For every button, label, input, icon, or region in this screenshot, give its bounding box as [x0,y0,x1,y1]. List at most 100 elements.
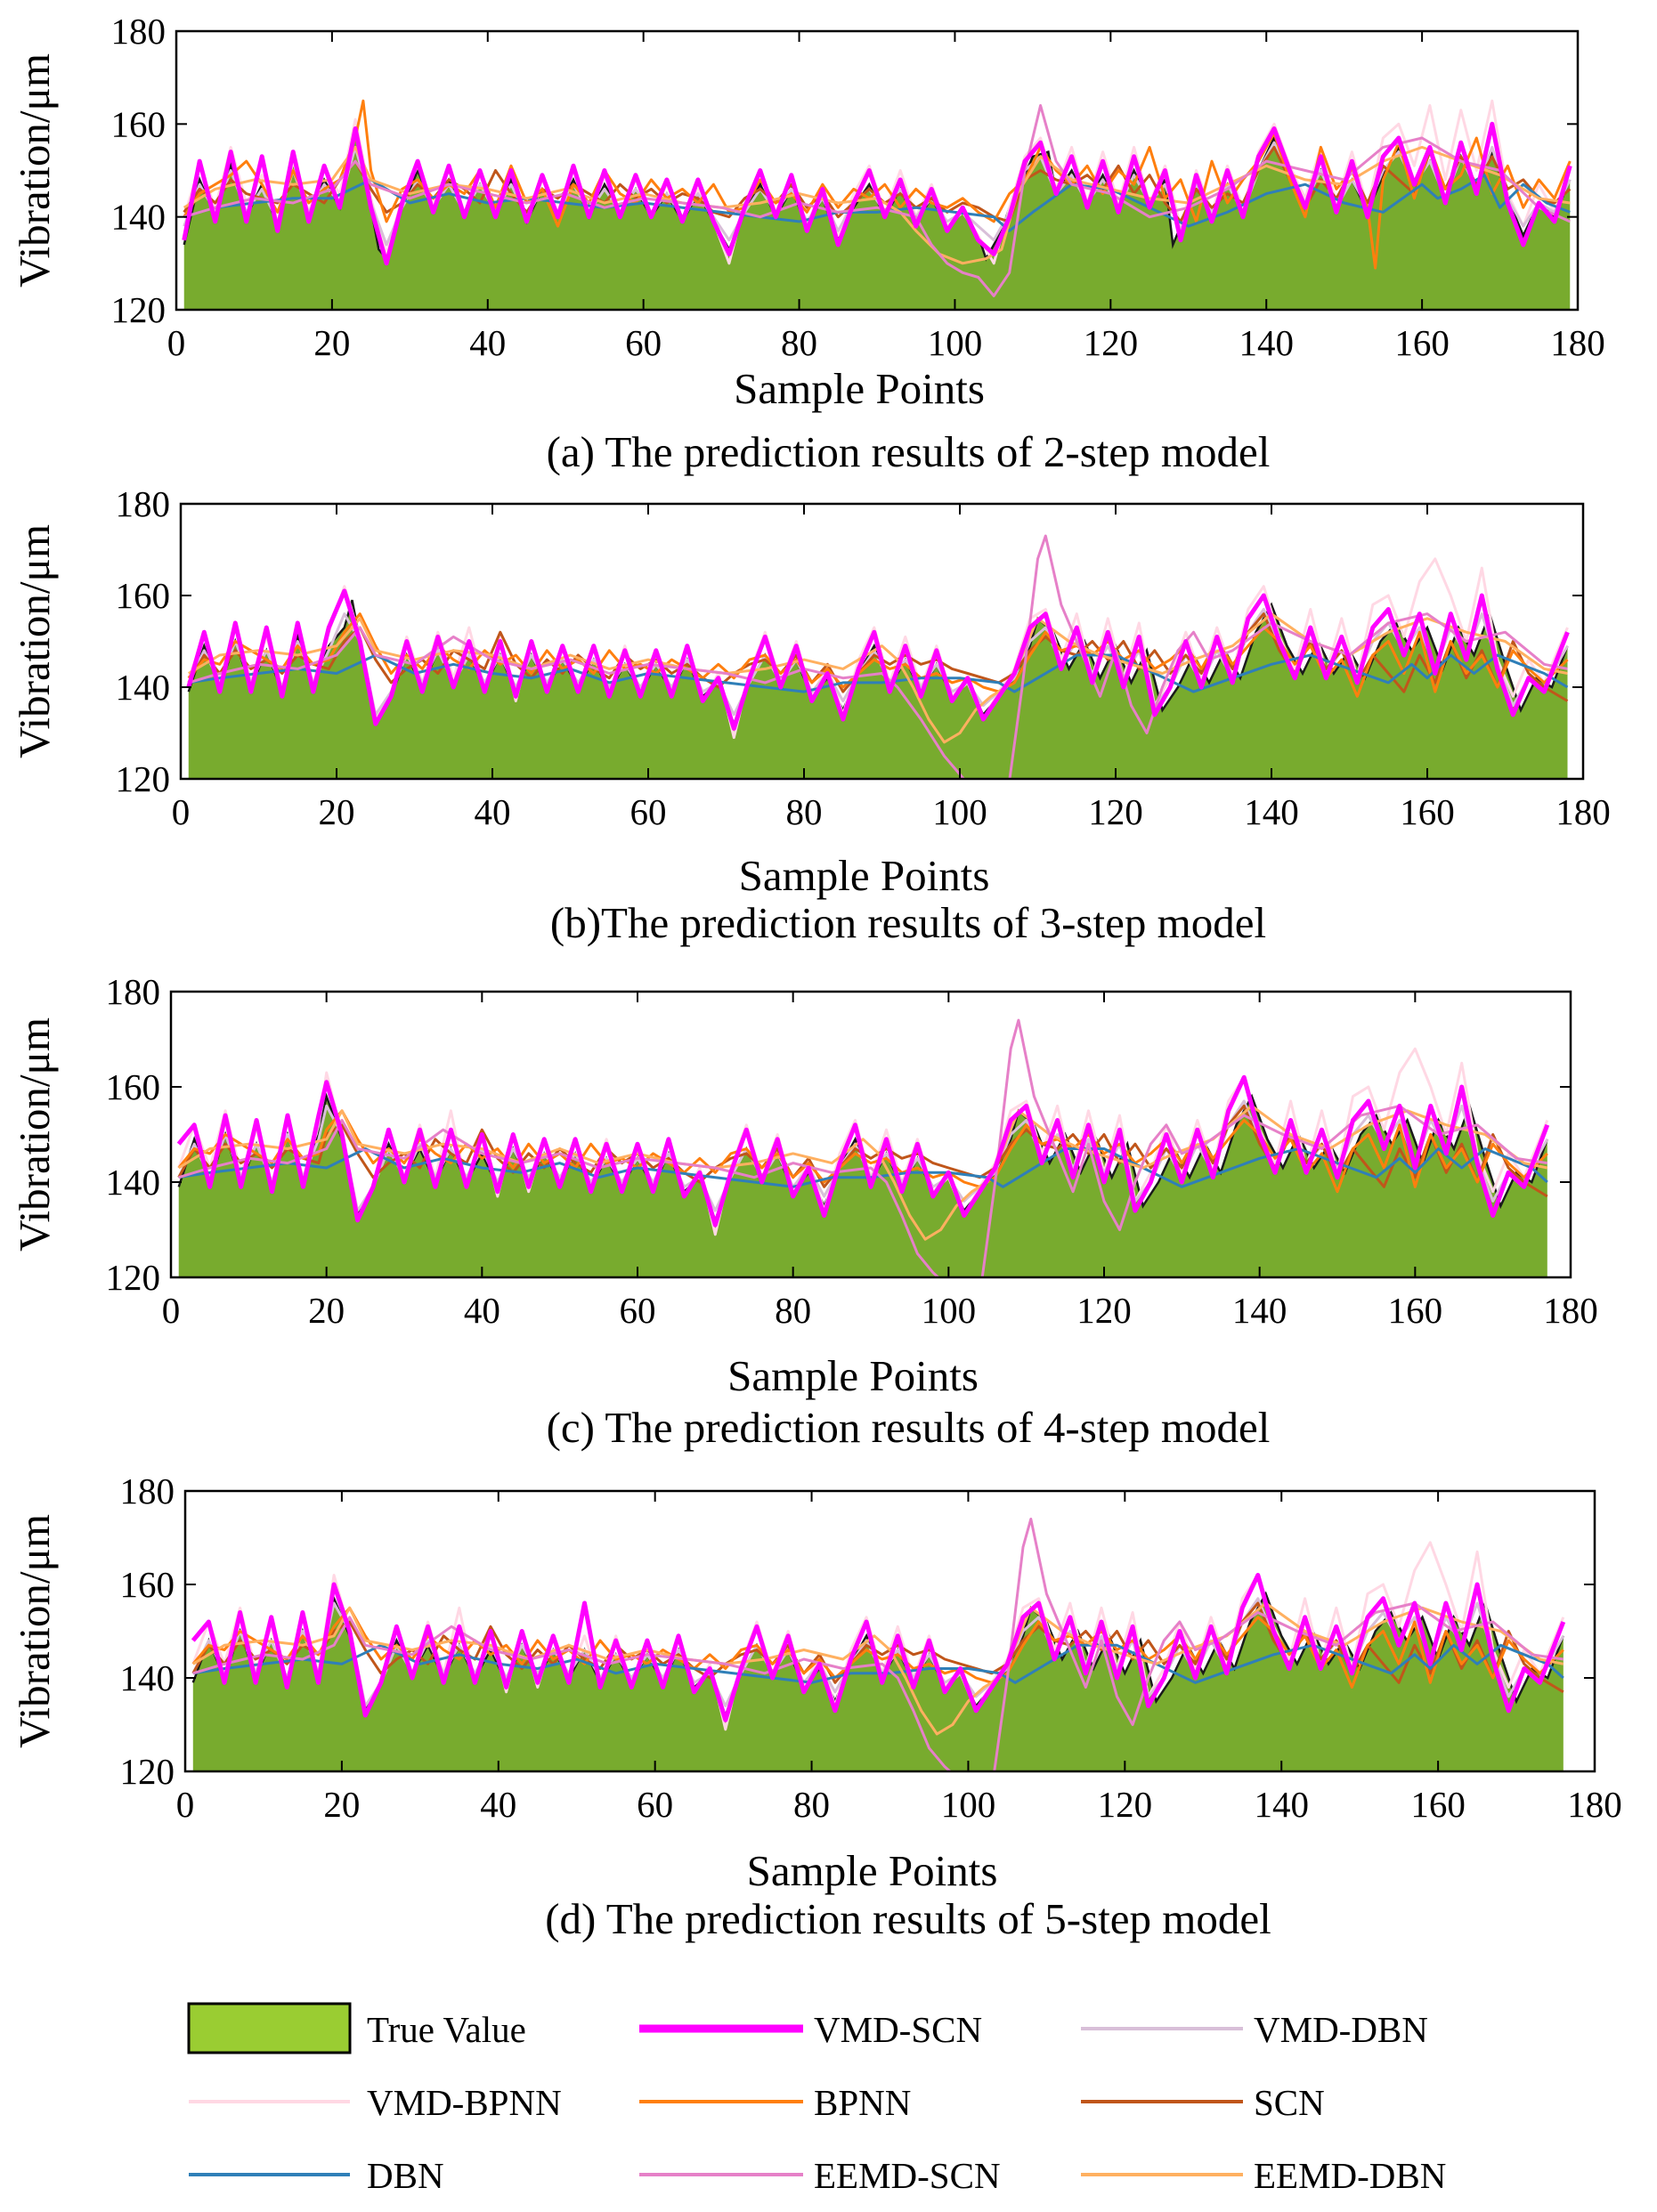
x-tick-label: 20 [308,1290,345,1331]
y-tick-label: 120 [106,1257,161,1298]
axes-frame [169,990,1572,1279]
y-tick-label: 180 [116,483,171,524]
x-tick-label: 0 [176,1784,195,1825]
y-axis-label: Vibration/μm [10,1514,59,1748]
series-vmd-bpnn [187,557,1569,740]
panel-1: 0 20 40 60 80 100 120 140 160 180 120 140 160 180 Samp… [10,483,1611,947]
x-tick-label: 80 [793,1784,830,1825]
panel-0: 0 20 40 60 80 100 120 140 160 180 120 140 160 180 Samp… [10,11,1605,476]
x-tick-label: 160 [1388,1290,1443,1331]
x-tick-label: 180 [1555,791,1611,832]
x-tick-label: 160 [1410,1784,1466,1825]
y-tick-label: 140 [120,1657,175,1698]
x-tick-label: 140 [1232,1290,1287,1331]
legend-label-vmd-bpnn: VMD-BPNN [367,2082,562,2123]
x-tick-label: 160 [1394,322,1450,363]
series-bpnn [187,612,1569,698]
true-value-area [188,600,1568,779]
series-vmd-scn [182,121,1572,266]
true-value-area [192,1593,1564,1771]
legend: True Value VMD-SCN VMD-DBN VMD-BPNN BPNN… [187,2002,1446,2196]
y-tick-label: 160 [106,1066,161,1107]
panels: 0 20 40 60 80 100 120 140 160 180 120 140 160 180 Samp… [10,11,1622,1943]
y-axis-label: Vibration/μm [10,53,59,288]
x-tick-label: 120 [1098,1784,1153,1825]
x-tick-label: 0 [172,791,191,832]
x-tick-label: 0 [167,322,186,363]
x-tick-label: 100 [941,1784,996,1825]
legend-label-bpnn: BPNN [814,2082,911,2123]
x-tick-label: 120 [1088,791,1143,832]
legend-label-scn: SCN [1254,2082,1325,2123]
x-tick-label: 40 [475,791,511,832]
x-tick-label: 120 [1084,322,1139,363]
panel-caption: (a) The prediction results of 2-step mod… [547,427,1271,476]
x-tick-label: 20 [319,791,355,832]
legend-label-dbn: DBN [367,2155,444,2196]
series-vmd-scn [191,1573,1566,1722]
series-eemd-scn [183,104,1571,297]
y-tick-label: 180 [111,11,167,52]
y-tick-label: 160 [116,575,171,616]
y-tick-label: 140 [116,667,171,708]
x-tick-label: 20 [313,322,350,363]
true-value-area [178,1096,1547,1277]
y-tick-label: 160 [120,1564,175,1605]
x-tick-label: 100 [928,322,983,363]
x-tick-label: 160 [1400,791,1455,832]
x-tick-label: 60 [620,1290,656,1331]
series-dbn [188,653,1569,693]
x-tick-label: 100 [922,1290,977,1331]
y-tick-label: 140 [106,1162,161,1203]
x-axis-label: Sample Points [727,1351,979,1400]
true-value-area [183,133,1571,310]
x-tick-label: 140 [1244,791,1299,832]
legend-label-vmd-dbn: VMD-DBN [1254,2009,1428,2050]
axes-frame [179,502,1585,781]
y-tick-label: 120 [120,1751,175,1792]
panel-caption: (b)The prediction results of 3-step mode… [550,898,1266,947]
y-tick-label: 180 [106,971,161,1012]
panel-2: 0 20 40 60 80 100 120 140 160 180 120 140 160 180 Samp… [10,971,1598,1452]
x-tick-label: 40 [469,322,506,363]
series-vmd-scn [176,1074,1550,1228]
legend-label-vmd-scn: VMD-SCN [814,2009,982,2050]
y-tick-label: 180 [120,1471,175,1511]
x-tick-label: 60 [625,322,662,363]
legend-label-eemd-scn: EEMD-SCN [814,2155,1001,2196]
x-tick-label: 20 [323,1784,360,1825]
series-dbn [183,174,1571,232]
x-tick-label: 180 [1543,1290,1598,1331]
x-tick-label: 60 [630,791,667,832]
x-tick-label: 80 [786,791,823,832]
x-tick-label: 80 [781,322,817,363]
legend-swatch-true-value [187,2002,352,2054]
x-axis-label: Sample Points [734,364,985,413]
y-tick-label: 120 [111,289,167,330]
legend-label-eemd-dbn: EEMD-DBN [1254,2155,1446,2196]
x-tick-label: 40 [464,1290,500,1331]
x-tick-label: 120 [1076,1290,1132,1331]
x-tick-label: 140 [1254,1784,1309,1825]
axes-frame [175,29,1580,312]
x-tick-label: 80 [775,1290,811,1331]
x-axis-label: Sample Points [739,851,990,900]
series-vmd-scn [186,588,1570,731]
y-tick-label: 140 [111,197,167,238]
y-tick-label: 160 [111,103,167,144]
x-tick-label: 180 [1550,322,1605,363]
x-tick-label: 40 [480,1784,516,1825]
x-tick-label: 100 [932,791,987,832]
x-tick-label: 180 [1567,1784,1622,1825]
x-tick-label: 60 [637,1784,673,1825]
axes-frame [183,1489,1596,1773]
legend-label-true-value: True Value [367,2009,526,2050]
x-tick-label: 0 [162,1290,181,1331]
series-dbn [192,1643,1564,1684]
y-axis-label: Vibration/μm [10,1017,59,1252]
y-axis-label: Vibration/μm [10,524,59,758]
series-eemd-scn [188,534,1568,779]
panel-3: 0 20 40 60 80 100 120 140 160 180 120 140 160 180 Samp… [10,1471,1622,1943]
x-axis-label: Sample Points [747,1846,998,1895]
